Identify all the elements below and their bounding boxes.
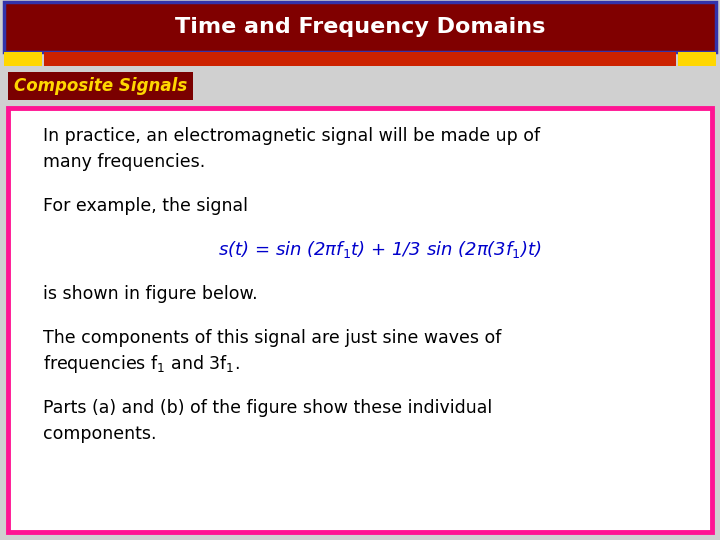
Bar [4,52,42,66]
Text: Time and Frequency Domains: Time and Frequency Domains [175,17,545,37]
Text: is shown in figure below.: is shown in figure below. [43,285,258,303]
Text: s(t) = sin (2$\pi$f$_1$t) + 1/3 sin (2$\pi$(3f$_1$)t): s(t) = sin (2$\pi$f$_1$t) + 1/3 sin (2$\… [218,240,542,260]
Text: components.: components. [43,425,156,443]
Text: For example, the signal: For example, the signal [43,197,248,215]
Text: The components of this signal are just sine waves of: The components of this signal are just s… [43,329,501,347]
Bar [678,52,716,66]
Text: many frequencies.: many frequencies. [43,153,205,171]
Bar [44,52,676,66]
Text: frequencies f$_1$ and 3f$_1$.: frequencies f$_1$ and 3f$_1$. [43,353,240,375]
Bar [8,72,193,100]
Bar [4,2,716,52]
Text: In practice, an electromagnetic signal will be made up of: In practice, an electromagnetic signal w… [43,127,540,145]
Bar [8,108,712,532]
Text: Composite Signals: Composite Signals [14,77,187,95]
Text: Parts (a) and (b) of the figure show these individual: Parts (a) and (b) of the figure show the… [43,399,492,417]
